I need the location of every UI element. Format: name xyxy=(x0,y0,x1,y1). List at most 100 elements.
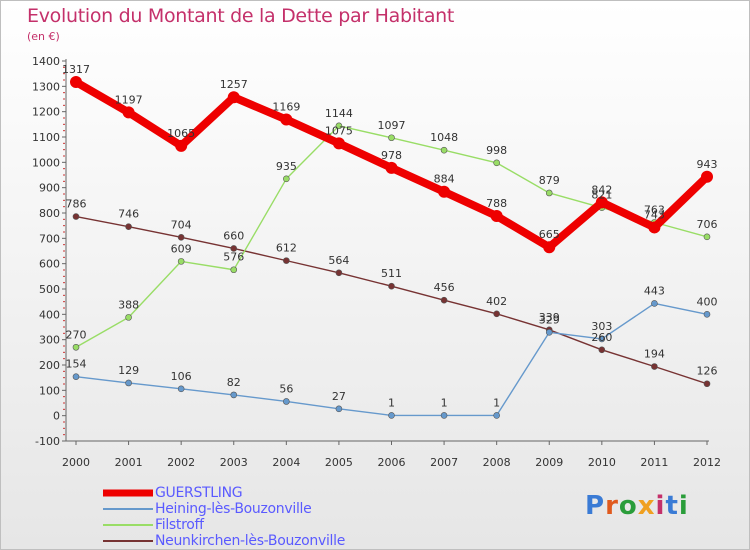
x-tick-label: 2009 xyxy=(535,456,563,469)
x-tick-label: 2004 xyxy=(272,456,300,469)
data-point xyxy=(283,175,290,183)
data-label: 194 xyxy=(644,348,665,361)
legend-label: Filstroff xyxy=(155,517,204,533)
data-point xyxy=(440,296,448,304)
x-tick-label: 2003 xyxy=(220,456,248,469)
logo-letter: r xyxy=(605,491,619,521)
data-point xyxy=(388,134,395,142)
data-label: 978 xyxy=(381,149,402,162)
x-tick-label: 2007 xyxy=(430,456,458,469)
legend-label: Heining-lès-Bouzonville xyxy=(155,501,312,517)
data-point xyxy=(230,391,238,399)
data-point xyxy=(72,373,80,380)
data-label: 126 xyxy=(697,365,718,378)
data-point xyxy=(335,122,343,130)
y-tick-label: 1200 xyxy=(32,106,60,119)
data-label: 743 xyxy=(644,208,665,221)
logo-letter: i xyxy=(655,491,666,521)
data-point xyxy=(493,159,500,167)
data-point xyxy=(230,245,238,252)
data-label: 56 xyxy=(279,382,293,395)
logo-letter: t xyxy=(665,491,679,521)
data-label: 1 xyxy=(493,396,500,409)
data-label: 609 xyxy=(171,242,192,255)
x-tick-label: 2012 xyxy=(693,456,721,469)
data-point xyxy=(440,146,448,154)
legend-swatch xyxy=(103,508,153,510)
y-tick-label: 900 xyxy=(39,182,60,195)
y-tick-label: 1300 xyxy=(32,80,60,93)
data-label: 329 xyxy=(539,313,560,326)
data-label: 1317 xyxy=(62,63,90,76)
data-point xyxy=(388,282,395,290)
data-label: 82 xyxy=(227,376,241,389)
data-label: 129 xyxy=(118,364,139,377)
logo-letter: i xyxy=(678,491,689,521)
data-point xyxy=(175,139,188,152)
x-tick-label: 2010 xyxy=(588,456,616,469)
data-point xyxy=(493,412,500,419)
x-tick-label: 2006 xyxy=(378,456,406,469)
data-point xyxy=(332,137,345,150)
data-label: 998 xyxy=(486,144,507,157)
data-label: 443 xyxy=(644,284,665,297)
y-tick-label: 500 xyxy=(39,283,60,296)
x-tick-label: 2008 xyxy=(483,456,511,469)
data-label: 260 xyxy=(591,331,612,344)
legend-swatch xyxy=(103,540,153,542)
data-point xyxy=(545,189,553,197)
y-tick-label: 300 xyxy=(39,334,60,347)
data-point xyxy=(598,346,606,354)
data-point xyxy=(280,113,293,126)
data-label: 1197 xyxy=(115,93,143,106)
y-tick-label: 200 xyxy=(39,359,60,372)
data-label: 270 xyxy=(66,328,87,341)
data-point xyxy=(385,161,398,174)
y-tick-label: 400 xyxy=(39,308,60,321)
legend-swatch xyxy=(103,489,153,497)
data-label: 884 xyxy=(434,173,455,186)
data-point xyxy=(545,329,553,336)
data-point xyxy=(72,343,80,351)
x-tick-label: 2002 xyxy=(167,456,195,469)
y-tick-label: 0 xyxy=(53,410,60,423)
data-label: 456 xyxy=(434,281,455,294)
data-point xyxy=(177,234,185,241)
data-label: 704 xyxy=(171,218,192,231)
y-tick-label: 700 xyxy=(39,232,60,245)
data-label: 511 xyxy=(381,267,402,280)
data-point xyxy=(335,405,343,413)
data-label: 1169 xyxy=(272,101,300,114)
data-point xyxy=(230,266,238,274)
data-label: 388 xyxy=(118,298,139,311)
data-point xyxy=(701,170,713,183)
data-point xyxy=(651,363,658,370)
data-label: 821 xyxy=(591,189,612,202)
data-label: 1144 xyxy=(325,107,353,120)
legend-label: Neunkirchen-lès-Bouzonville xyxy=(155,533,346,549)
y-tick-label: 800 xyxy=(39,207,60,220)
logo-letter: P xyxy=(585,491,606,521)
data-point xyxy=(72,213,80,220)
x-tick-label: 2011 xyxy=(640,456,668,469)
proxiti-logo: Proxiti xyxy=(585,491,689,521)
y-tick-label: 1100 xyxy=(32,131,60,144)
data-label: 1075 xyxy=(325,124,353,137)
chart-subtitle: (en €) xyxy=(27,30,60,43)
data-label: 746 xyxy=(118,208,139,221)
data-point xyxy=(493,310,500,318)
data-label: 27 xyxy=(332,390,346,403)
data-point xyxy=(283,398,290,405)
data-label: 763 xyxy=(644,203,665,216)
data-label: 660 xyxy=(223,229,244,242)
data-point xyxy=(125,223,132,230)
data-label: 564 xyxy=(328,254,349,267)
y-tick-label: -100 xyxy=(35,435,60,448)
y-tick-label: 1000 xyxy=(32,156,60,169)
data-point xyxy=(543,241,556,254)
data-label: 665 xyxy=(539,228,560,241)
data-label: 1 xyxy=(441,396,448,409)
data-point xyxy=(70,76,82,89)
